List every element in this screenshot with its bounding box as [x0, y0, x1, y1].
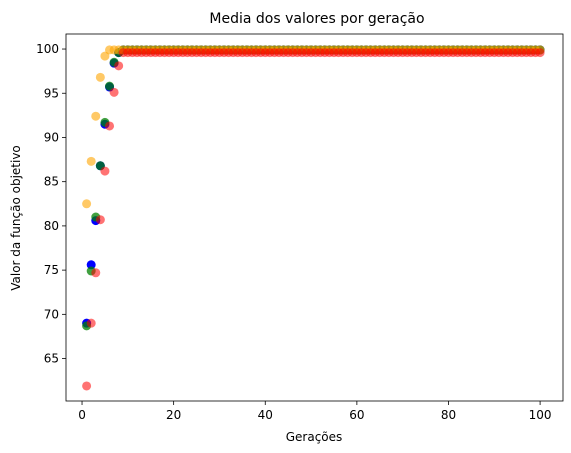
data-point	[86, 318, 96, 328]
series-1	[82, 45, 545, 331]
y-axis-ticks: 65 70 75 80 85 90 95 100	[36, 42, 66, 366]
y-tick-label: 65	[44, 352, 59, 366]
data-point	[535, 48, 545, 58]
series-3	[82, 48, 545, 391]
data-point	[105, 121, 115, 131]
series-0	[82, 45, 545, 328]
x-tick-label: 20	[166, 408, 181, 422]
data-point	[95, 72, 105, 82]
data-point	[95, 215, 105, 225]
y-tick-label: 80	[44, 219, 59, 233]
chart-title: Media dos valores por geração	[209, 11, 424, 27]
y-tick-label: 100	[36, 42, 59, 56]
data-point	[100, 51, 110, 61]
x-axis-label: Gerações	[286, 430, 343, 444]
data-point	[105, 81, 115, 91]
x-tick-label: 0	[78, 408, 86, 422]
data-point	[91, 268, 101, 278]
data-point	[82, 199, 92, 209]
data-point	[100, 166, 110, 176]
data-point	[82, 381, 92, 391]
y-axis-label: Valor da função objetivo	[9, 145, 23, 291]
data-point	[91, 111, 101, 121]
plot-frame	[65, 33, 564, 402]
series-layer	[82, 45, 545, 391]
x-tick-label: 60	[349, 408, 364, 422]
y-tick-label: 90	[44, 130, 59, 144]
y-tick-label: 85	[44, 175, 59, 189]
x-tick-label: 80	[441, 408, 456, 422]
y-tick-label: 75	[44, 263, 59, 277]
data-point	[114, 61, 124, 71]
x-tick-label: 40	[258, 408, 273, 422]
data-point	[109, 87, 119, 97]
series-2	[82, 45, 545, 209]
data-point	[86, 156, 96, 166]
y-tick-label: 70	[44, 307, 59, 321]
x-axis-ticks: 0 20 40 60 80 100	[78, 401, 552, 422]
data-point	[86, 260, 96, 270]
x-tick-label: 100	[529, 408, 552, 422]
y-tick-label: 95	[44, 86, 59, 100]
